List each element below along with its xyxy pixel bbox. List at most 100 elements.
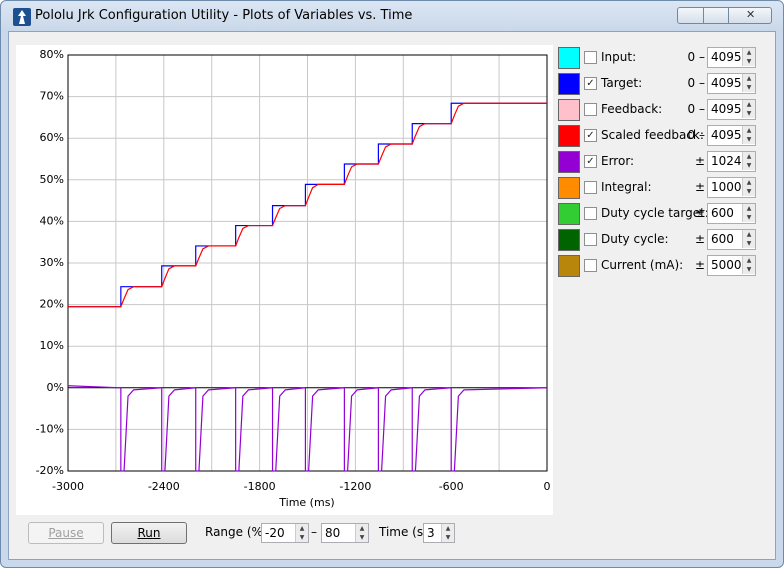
spin-down[interactable]: ▼ [742, 57, 755, 66]
range-prefix: 0 – [687, 76, 705, 90]
range-separator: – [311, 525, 317, 539]
x-tick-label: -1200 [339, 480, 371, 493]
spin-down[interactable]: ▼ [742, 213, 755, 222]
color-swatch[interactable] [558, 151, 580, 173]
y-tick-label: -20% [36, 464, 64, 477]
variable-row: Duty cycle target: ±600 ▲ ▼ [558, 203, 768, 225]
max-spinbox[interactable]: 4095 ▲ ▼ [707, 73, 756, 94]
color-swatch[interactable] [558, 177, 580, 199]
max-value: 4095 [711, 128, 742, 142]
spin-down[interactable]: ▼ [742, 161, 755, 170]
y-tick-label: 60% [40, 131, 64, 144]
y-tick-label: 0% [47, 381, 64, 394]
range-prefix: ± [694, 154, 705, 168]
range-min-spinbox[interactable]: -20 ▲ ▼ [261, 523, 309, 543]
max-spinbox[interactable]: 4095 ▲ ▼ [707, 47, 756, 68]
variable-row: Integral: ±1000 ▲ ▼ [558, 177, 768, 199]
variable-row: Current (mA): ±5000 ▲ ▼ [558, 255, 768, 277]
color-swatch[interactable] [558, 99, 580, 121]
range-prefix: ± [694, 180, 705, 194]
max-value: 4095 [711, 102, 742, 116]
range-prefix: ± [694, 232, 705, 246]
spin-up[interactable]: ▲ [742, 256, 755, 265]
color-swatch[interactable] [558, 255, 580, 277]
window-title: Pololu Jrk Configuration Utility - Plots… [35, 8, 413, 23]
color-swatch[interactable] [558, 125, 580, 147]
range-min: -20 [265, 526, 285, 540]
max-spinbox[interactable]: 4095 ▲ ▼ [707, 99, 756, 120]
spin-up[interactable]: ▲ [742, 204, 755, 213]
spin-down[interactable]: ▼ [742, 109, 755, 118]
y-tick-label: 70% [40, 90, 64, 103]
variable-row: ✓ Error: ±1024 ▲ ▼ [558, 151, 768, 173]
checkbox[interactable] [584, 233, 597, 246]
minimize-button[interactable] [677, 7, 704, 24]
spin-down[interactable]: ▼ [742, 187, 755, 196]
spin-up[interactable]: ▲ [742, 230, 755, 239]
variable-label: Integral: [601, 180, 652, 194]
checkbox[interactable]: ✓ [584, 155, 597, 168]
spin-down[interactable]: ▼ [742, 83, 755, 92]
variable-label: Duty cycle target: [601, 206, 709, 220]
variable-label: Feedback: [601, 102, 663, 116]
max-value: 1024 [711, 154, 742, 168]
max-value: 600 [711, 206, 734, 220]
checkbox[interactable] [584, 207, 597, 220]
spin-up[interactable]: ▲ [742, 100, 755, 109]
range-prefix: 0 – [687, 50, 705, 64]
color-swatch[interactable] [558, 47, 580, 69]
x-tick-label: -1800 [244, 480, 276, 493]
time-spinbox[interactable]: 3 ▲ ▼ [423, 523, 455, 543]
variable-label: Input: [601, 50, 637, 64]
variable-label: Target: [601, 76, 643, 90]
range-prefix: ± [694, 258, 705, 272]
max-value: 600 [711, 232, 734, 246]
range-max-spinbox[interactable]: 80 ▲ ▼ [321, 523, 369, 543]
run-button[interactable]: Run [111, 522, 187, 544]
checkbox[interactable] [584, 181, 597, 194]
spin-down[interactable]: ▼ [742, 135, 755, 144]
variable-row: ✓ Target: 0 –4095 ▲ ▼ [558, 73, 768, 95]
checkbox[interactable] [584, 259, 597, 272]
checkbox[interactable] [584, 51, 597, 64]
close-button[interactable]: ✕ [728, 7, 772, 24]
y-tick-label: -10% [36, 422, 64, 435]
max-spinbox[interactable]: 4095 ▲ ▼ [707, 125, 756, 146]
chart: Time (ms) -3000 -2400 -1800 -1200 -600 0 -20% -… [16, 45, 553, 515]
spin-up[interactable]: ▲ [742, 152, 755, 161]
spin-up[interactable]: ▲ [742, 126, 755, 135]
spin-up[interactable]: ▲ [742, 48, 755, 57]
app-icon [13, 8, 31, 26]
spin-down[interactable]: ▼ [742, 239, 755, 248]
variable-label: Scaled feedback: [601, 128, 704, 142]
color-swatch[interactable] [558, 229, 580, 251]
time-value: 3 [427, 526, 435, 540]
variable-row: Input: 0 –4095 ▲ ▼ [558, 47, 768, 69]
checkbox[interactable]: ✓ [584, 77, 597, 90]
color-swatch[interactable] [558, 203, 580, 225]
max-value: 1000 [711, 180, 742, 194]
range-prefix: 0 – [687, 128, 705, 142]
maximize-button[interactable] [703, 7, 729, 24]
max-value: 5000 [711, 258, 742, 272]
y-tick-label: 20% [40, 298, 64, 311]
pause-button[interactable]: Pause [28, 522, 104, 544]
max-spinbox[interactable]: 600 ▲ ▼ [707, 203, 756, 224]
color-swatch[interactable] [558, 73, 580, 95]
variable-label: Duty cycle: [601, 232, 669, 246]
spin-up[interactable]: ▲ [742, 178, 755, 187]
max-spinbox[interactable]: 1024 ▲ ▼ [707, 151, 756, 172]
max-spinbox[interactable]: 600 ▲ ▼ [707, 229, 756, 250]
max-value: 4095 [711, 76, 742, 90]
max-spinbox[interactable]: 5000 ▲ ▼ [707, 255, 756, 276]
max-spinbox[interactable]: 1000 ▲ ▼ [707, 177, 756, 198]
y-tick-label: 80% [40, 48, 64, 61]
spin-up[interactable]: ▲ [742, 74, 755, 83]
range-label: Range (%): [205, 525, 272, 539]
checkbox[interactable] [584, 103, 597, 116]
variable-label: Current (mA): [601, 258, 684, 272]
checkbox[interactable]: ✓ [584, 129, 597, 142]
x-tick-label: -600 [439, 480, 464, 493]
range-prefix: ± [694, 206, 705, 220]
spin-down[interactable]: ▼ [742, 265, 755, 274]
